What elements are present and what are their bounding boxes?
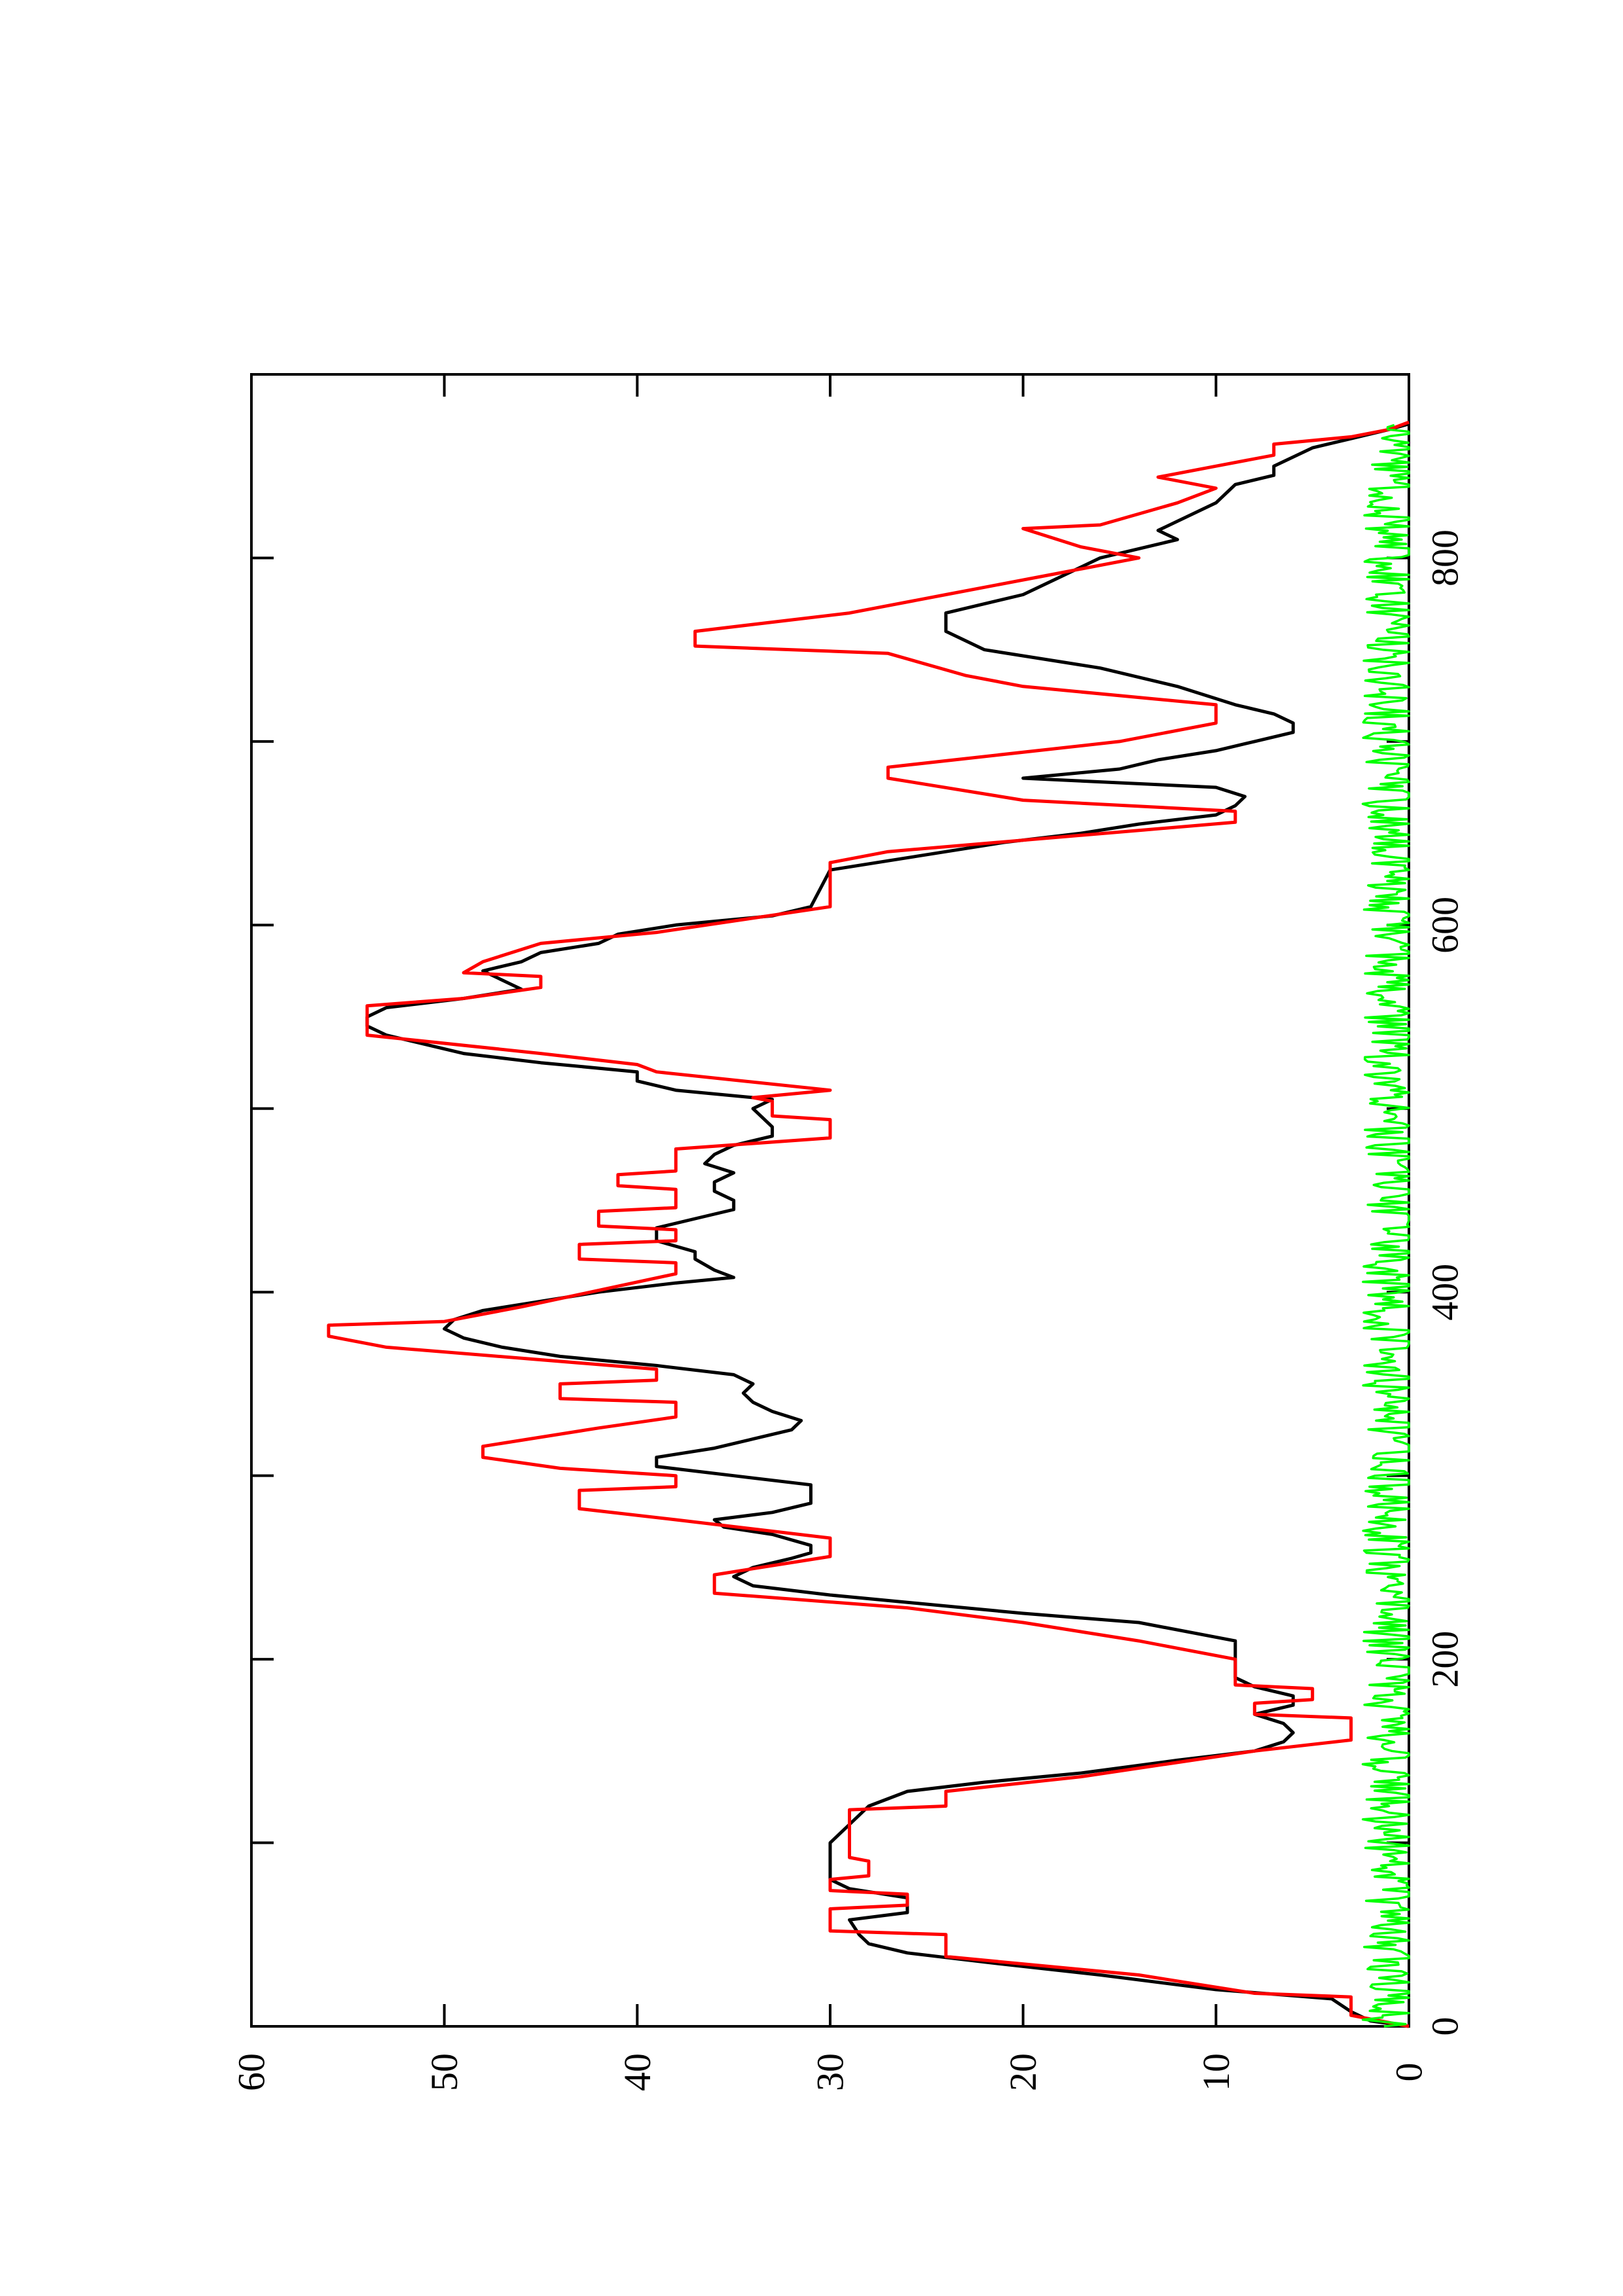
y-tick-label: 50: [423, 2053, 465, 2091]
y-tick-label: 40: [616, 2053, 659, 2091]
series-line-1: [365, 422, 1410, 2028]
y-tick-label: 0: [1388, 2063, 1431, 2082]
plot-frame: [250, 373, 1410, 2028]
x-tick-label: 800: [1424, 529, 1467, 586]
x-tick-label: 200: [1424, 1631, 1467, 1688]
y-tick-label: 60: [230, 2053, 273, 2091]
axis-tick-labels: 0 200 400 600 800 0 10 20 30 40 50 60: [230, 529, 1467, 2091]
y-tick-label: 30: [809, 2053, 852, 2091]
y-tick-label: 20: [1002, 2053, 1044, 2091]
x-tick-label: 400: [1424, 1264, 1467, 1321]
series-group: [327, 420, 1410, 2028]
x-tick-label: 600: [1424, 897, 1467, 954]
x-tick-label: 0: [1424, 2017, 1467, 2036]
axis-ticks: [250, 374, 1410, 2028]
y-tick-label: 10: [1195, 2053, 1237, 2091]
series-line-2: [327, 420, 1410, 2028]
series-line-3: [1361, 423, 1410, 2028]
